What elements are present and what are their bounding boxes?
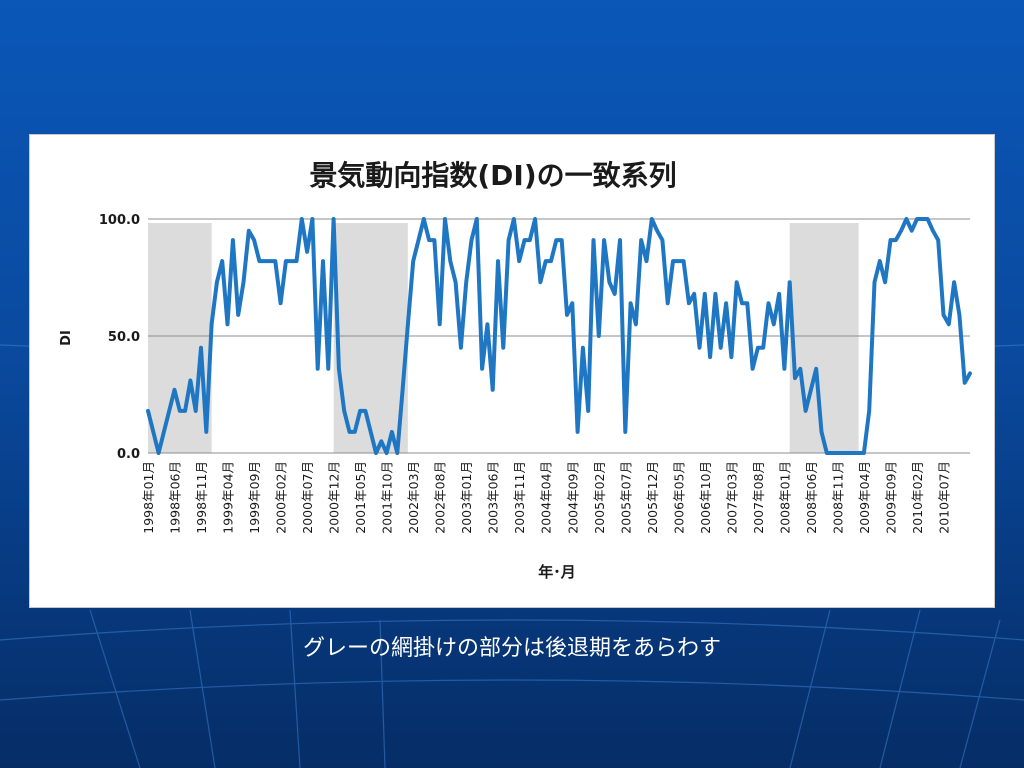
x-tick-label: 2003年06月: [486, 461, 501, 534]
x-tick-label: 2010年02月: [910, 461, 925, 534]
x-tick-label: 2007年03月: [724, 461, 739, 534]
x-tick-label: 2003年11月: [512, 461, 527, 534]
x-tick-label: 2008年11月: [830, 461, 845, 534]
x-tick-label: 2005年07月: [618, 461, 633, 534]
y-tick-label: 50.0: [108, 330, 140, 345]
x-tick-label: 2004年09月: [565, 461, 580, 534]
x-tick-label: 1998年11月: [194, 461, 209, 534]
x-tick-label: 2000年12月: [327, 461, 342, 534]
x-tick-label: 2005年02月: [592, 461, 607, 534]
x-tick-label: 2000年02月: [274, 461, 289, 534]
recession-shade-3: [789, 223, 859, 453]
y-axis-label: DI: [59, 330, 74, 346]
y-tick-label: 0.0: [117, 447, 140, 462]
x-tick-label: 2009年04月: [857, 461, 872, 534]
chart-panel: 0.0 50.0 100.0 1998年01月 1998年06月 1998年11月 199…: [29, 134, 995, 608]
y-tick-label: 100.0: [99, 213, 140, 228]
x-axis-label: 年･月: [538, 563, 576, 581]
x-tick-label: 1999年04月: [221, 461, 236, 534]
x-tick-label: 2002年03月: [406, 461, 421, 534]
x-tick-label: 2008年06月: [804, 461, 819, 534]
recession-shade-1: [148, 223, 212, 453]
x-tick-label: 2002年08月: [433, 461, 448, 534]
x-tick-label: 2001年05月: [353, 461, 368, 534]
x-tick-label: 2009年09月: [883, 461, 898, 534]
x-tick-label: 2004年04月: [539, 461, 554, 534]
x-tick-label: 2003年01月: [459, 461, 474, 534]
x-tick-label: 2001年10月: [380, 461, 395, 534]
x-tick-label: 1998年06月: [168, 461, 183, 534]
x-tick-label: 2006年05月: [671, 461, 686, 534]
series-line-di: [146, 217, 972, 455]
x-tick-label: 1998年01月: [141, 461, 156, 534]
x-tick-label: 1999年09月: [247, 461, 262, 534]
x-tick-label: 2010年07月: [936, 461, 951, 534]
chart-title: 景気動向指数(DI)の一致系列: [309, 159, 676, 192]
x-tick-label: 2007年08月: [751, 461, 766, 534]
x-tick-label: 2008年01月: [777, 461, 792, 534]
slide-caption: グレーの網掛けの部分は後退期をあらわす: [302, 636, 721, 661]
x-tick-label: 2005年12月: [645, 461, 660, 534]
x-tick-label: 2006年10月: [698, 461, 713, 534]
x-tick-label: 2000年07月: [300, 461, 315, 534]
line-chart: 0.0 50.0 100.0 1998年01月 1998年06月 1998年11月 199…: [59, 159, 972, 581]
